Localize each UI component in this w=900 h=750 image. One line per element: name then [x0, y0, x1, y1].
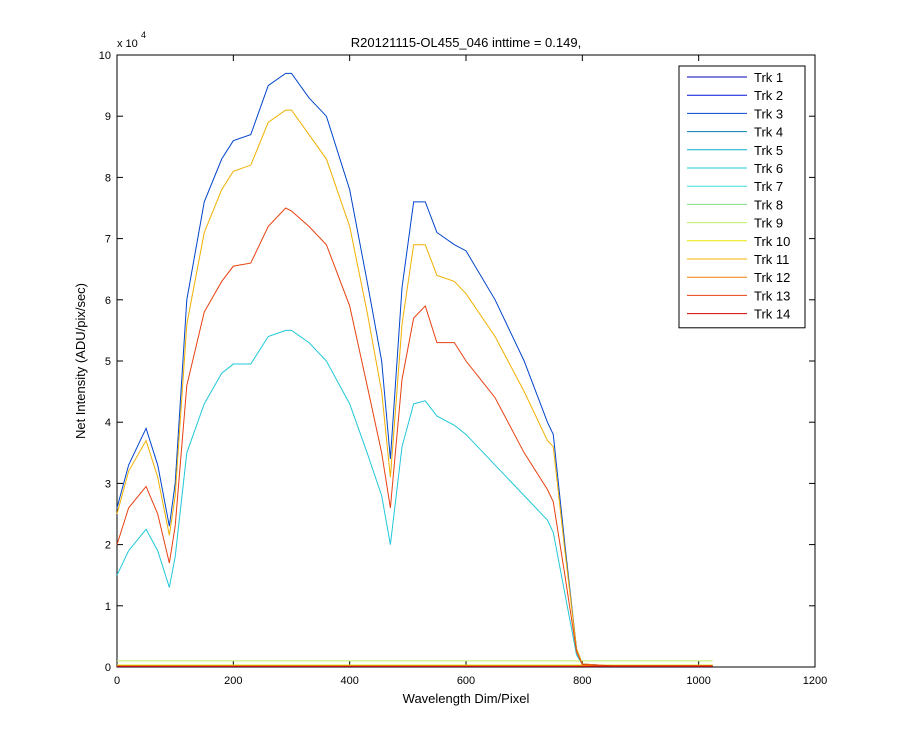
y-tick-label: 6	[105, 295, 111, 307]
legend-box	[678, 65, 806, 329]
y-axis-label: Net Intensity (ADU/pix/sec)	[73, 283, 88, 439]
y-scale-exponent: 4	[141, 30, 146, 40]
legend-label: Trk 7	[754, 179, 783, 194]
legend-label: Trk 11	[754, 252, 789, 267]
x-tick-label: 800	[573, 675, 591, 687]
y-tick-label: 5	[105, 356, 111, 368]
y-tick-label: 8	[105, 172, 111, 184]
legend-label: Trk 8	[754, 197, 783, 212]
legend-label: Trk 10	[754, 234, 790, 249]
legend-label: Trk 1	[754, 70, 783, 85]
legend-label: Trk 5	[754, 143, 783, 158]
data-line	[116, 207, 713, 667]
y-scale-label: x 10	[117, 38, 138, 50]
legend-label: Trk 4	[754, 125, 783, 140]
legend-label: Trk 9	[754, 216, 783, 231]
legend-label: Trk 13	[754, 288, 790, 303]
y-tick-label: 2	[105, 540, 111, 552]
legend-label: Trk 6	[754, 161, 783, 176]
y-tick-label: 0	[105, 662, 111, 674]
legend-label: Trk 2	[754, 88, 783, 103]
legend-label: Trk 14	[754, 307, 790, 322]
y-tick-label: 10	[99, 50, 111, 62]
x-tick-label: 1200	[803, 675, 827, 687]
y-tick-label: 1	[105, 601, 111, 613]
data-line	[116, 72, 713, 667]
y-tick-label: 4	[105, 417, 111, 429]
x-tick-label: 600	[457, 675, 475, 687]
data-line	[116, 329, 713, 667]
x-axis-label: Wavelength Dim/Pixel	[403, 691, 530, 706]
x-tick-label: 200	[224, 675, 242, 687]
legend-label: Trk 3	[754, 106, 783, 121]
x-tick-label: 0	[114, 675, 120, 687]
y-tick-label: 3	[105, 478, 111, 490]
y-tick-label: 9	[105, 111, 111, 123]
legend-label: Trk 12	[754, 270, 790, 285]
y-tick-label: 7	[105, 234, 111, 246]
chart-title: R20121115-OL455_046 inttime = 0.149,	[351, 35, 581, 50]
x-tick-label: 1000	[686, 675, 710, 687]
x-tick-label: 400	[340, 675, 358, 687]
data-line	[116, 109, 713, 667]
